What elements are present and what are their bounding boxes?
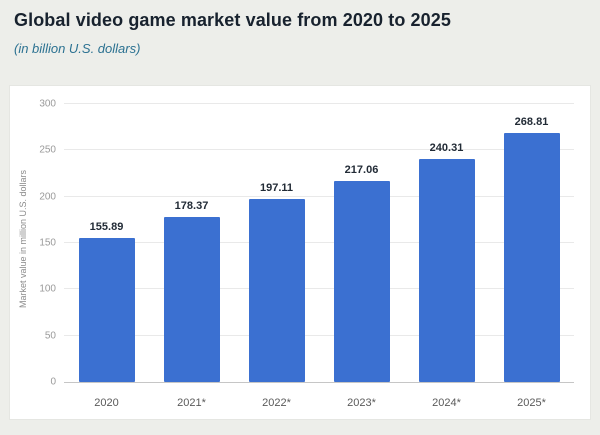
bar (248, 199, 305, 382)
x-axis-labels: 2020 2021* 2022* 2023* 2024* 2025* (64, 397, 574, 409)
y-tick-label: 50 (44, 330, 56, 342)
page-title: Global video game market value from 2020… (14, 10, 451, 30)
bar-value-label: 155.89 (89, 220, 124, 233)
gridline (64, 195, 574, 197)
y-tick-label: 150 (39, 237, 56, 249)
x-tick-label: 2023* (347, 397, 376, 409)
x-tick-label: 2024* (432, 397, 461, 409)
bar-value-label: 178.37 (174, 199, 209, 212)
chart-card: Market value in million U.S. dollars 155… (10, 86, 590, 419)
y-tick-label: 250 (39, 144, 56, 156)
plot-area: 155.89 178.37 197.11 217.06 240.31 268.81 0 50… (39, 99, 574, 388)
bar-group: 197.11 (234, 104, 319, 382)
x-tick-label: 2021* (177, 397, 206, 409)
bar-value-label: 268.81 (514, 115, 549, 128)
x-tick-label: 2022* (262, 397, 291, 409)
gridline (64, 334, 574, 336)
bar-value-label: 240.31 (429, 142, 464, 155)
bar (163, 216, 220, 382)
x-tick-label: 2020 (94, 397, 119, 409)
bar-group: 178.37 (149, 104, 234, 382)
y-tick-label: 200 (39, 191, 56, 203)
bars-container: 155.89 178.37 197.11 217.06 240.31 268.81 (64, 104, 574, 382)
bar-group: 268.81 (489, 104, 574, 382)
y-axis-title: Market value in million U.S. dollars (18, 170, 28, 309)
bar-group: 155.89 (64, 104, 149, 382)
bar-group: 240.31 (404, 104, 489, 382)
gridline (64, 103, 574, 104)
bar-value-label: 197.11 (259, 182, 294, 195)
gridline (64, 149, 574, 151)
page-subtitle: (in billion U.S. dollars) (14, 41, 141, 56)
chart-header: Global video game market value from 2020… (0, 0, 600, 56)
gridline (64, 288, 574, 290)
gridline (64, 242, 574, 243)
bar (503, 132, 560, 382)
bar-value-label: 217.06 (344, 163, 379, 176)
x-tick-label: 2025* (517, 397, 546, 409)
bar (333, 180, 390, 382)
bar (78, 237, 135, 382)
bar (418, 159, 475, 382)
y-tick-label: 0 (50, 376, 56, 388)
y-tick-label: 100 (39, 283, 56, 295)
bar-group: 217.06 (319, 104, 404, 382)
y-tick-label: 300 (39, 98, 56, 110)
